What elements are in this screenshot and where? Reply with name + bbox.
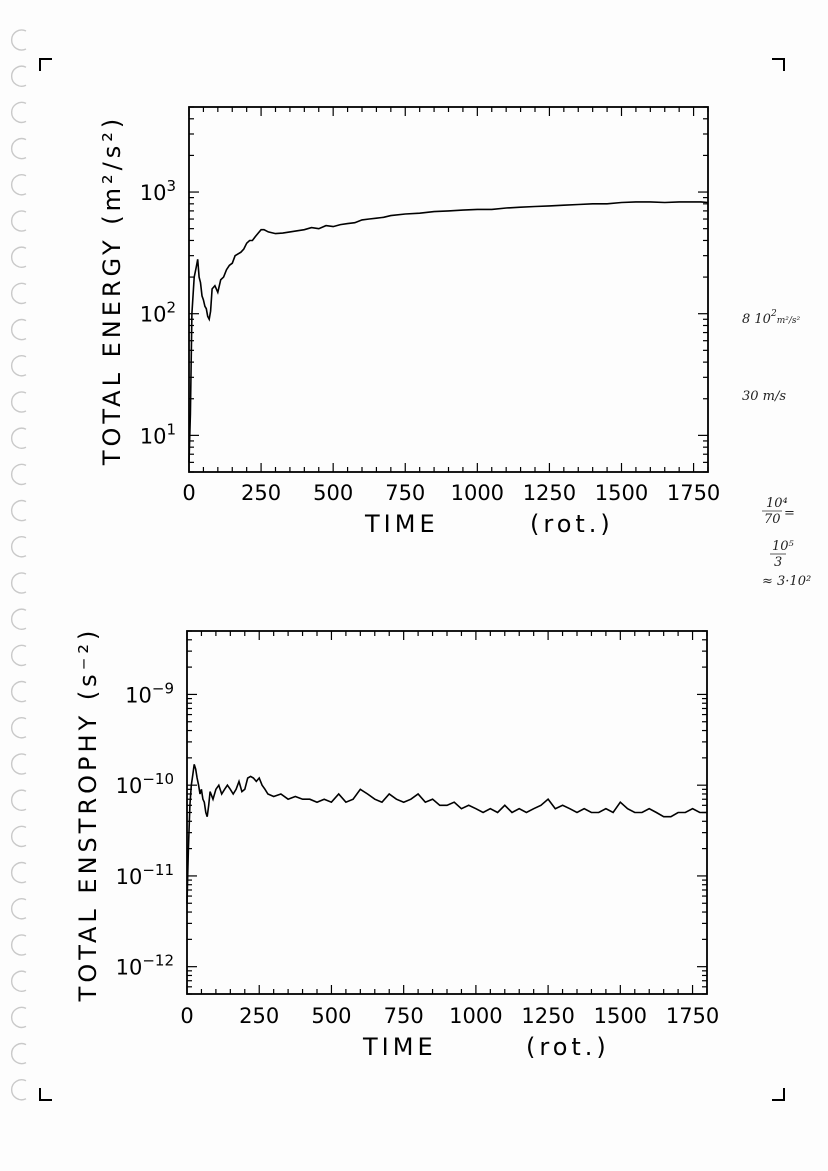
y-tick-label: 10−10 bbox=[116, 770, 174, 798]
binder-hole bbox=[10, 608, 27, 630]
crop-mark-bottom-right bbox=[772, 1088, 785, 1101]
note-frac1-num: 10⁴ bbox=[766, 496, 788, 511]
x-tick-label: 0 bbox=[182, 481, 195, 505]
note-frac2-num: 10⁵ bbox=[772, 539, 795, 554]
energy-x-axis-title: TIME bbox=[364, 510, 439, 538]
y-tick-label: 10−9 bbox=[125, 679, 174, 707]
x-tick-label: 250 bbox=[239, 1004, 279, 1028]
binder-hole bbox=[10, 1042, 27, 1065]
x-tick-label: 1750 bbox=[667, 481, 720, 505]
x-tick-label: 1000 bbox=[451, 481, 504, 505]
y-tick-label: 10−12 bbox=[116, 952, 174, 980]
x-tick-label: 250 bbox=[241, 481, 281, 505]
x-tick-label: 750 bbox=[385, 481, 425, 505]
binder-hole bbox=[10, 499, 27, 522]
y-tick-label: 102 bbox=[140, 299, 176, 327]
x-tick-label: 500 bbox=[311, 1004, 351, 1028]
energy-y-axis-title: TOTAL ENERGY (m²/s²) bbox=[98, 115, 126, 466]
enstrophy-x-ticks: 0 250 500 750 1000 1250 1500 1750 bbox=[180, 631, 719, 1028]
energy-x-axis-unit: (rot.) bbox=[530, 510, 614, 538]
x-tick-label: 1250 bbox=[521, 1004, 574, 1028]
x-tick-label: 500 bbox=[313, 481, 353, 505]
binder-hole bbox=[10, 536, 27, 558]
y-tick-label: 103 bbox=[140, 177, 176, 205]
crop-mark-bottom-left bbox=[39, 1088, 52, 1101]
binder-hole bbox=[10, 210, 27, 232]
crop-mark-top-right bbox=[772, 58, 785, 71]
binder-hole bbox=[10, 572, 27, 594]
x-tick-label: 1000 bbox=[449, 1004, 502, 1028]
y-tick-label: 10−11 bbox=[116, 861, 174, 889]
binder-hole bbox=[10, 174, 27, 196]
binder-hole bbox=[10, 282, 27, 305]
binder-holes bbox=[10, 29, 27, 1101]
enstrophy-y-ticks: 10−9 10−10 10−11 10−12 bbox=[116, 630, 707, 995]
binder-hole bbox=[10, 355, 27, 377]
binder-hole bbox=[10, 825, 27, 848]
x-tick-label: 750 bbox=[384, 1004, 424, 1028]
binder-hole bbox=[10, 789, 27, 811]
x-tick-label: 1500 bbox=[595, 481, 648, 505]
binder-hole bbox=[10, 101, 27, 124]
enstrophy-x-axis-unit: (rot.) bbox=[526, 1033, 610, 1061]
enstrophy-y-axis-title: TOTAL ENSTROPHY (s⁻²) bbox=[74, 627, 102, 1003]
binder-hole bbox=[10, 463, 27, 486]
enstrophy-series-line bbox=[186, 764, 707, 904]
enstrophy-x-axis-title: TIME bbox=[362, 1033, 437, 1061]
binder-hole bbox=[10, 1079, 27, 1101]
energy-x-ticks: 0 250 500 750 1000 1250 1500 1750 bbox=[182, 107, 720, 505]
note-frac1-eq: = bbox=[784, 506, 795, 521]
binder-hole bbox=[10, 246, 27, 268]
x-tick-label: 1500 bbox=[594, 1004, 647, 1028]
binder-hole bbox=[10, 137, 27, 160]
binder-hole bbox=[10, 29, 27, 51]
binder-hole bbox=[10, 391, 27, 413]
binder-hole bbox=[10, 898, 27, 920]
x-tick-label: 1750 bbox=[666, 1004, 719, 1028]
note-result: ≈ 3·10² bbox=[762, 574, 811, 589]
binder-hole bbox=[10, 753, 27, 775]
binder-hole bbox=[10, 644, 27, 667]
note-frac2-den: 3 bbox=[774, 555, 782, 570]
binder-hole bbox=[10, 934, 27, 956]
binder-hole bbox=[10, 318, 27, 341]
binder-hole bbox=[10, 861, 27, 884]
x-tick-label: 1250 bbox=[523, 481, 576, 505]
binder-hole bbox=[10, 427, 27, 449]
binder-hole bbox=[10, 970, 27, 992]
note-energy-value: 8 102m²/s² bbox=[742, 309, 800, 327]
note-velocity: 30 m/s bbox=[742, 389, 786, 404]
binder-hole bbox=[10, 1006, 27, 1029]
binder-hole bbox=[10, 717, 27, 739]
x-tick-label: 0 bbox=[180, 1004, 193, 1028]
crop-mark-top-left bbox=[39, 58, 52, 71]
note-frac1-den: 70 bbox=[764, 512, 781, 527]
y-tick-label: 101 bbox=[140, 420, 176, 448]
energy-series-line bbox=[188, 201, 709, 463]
binder-hole bbox=[10, 65, 27, 87]
binder-hole bbox=[10, 680, 27, 703]
